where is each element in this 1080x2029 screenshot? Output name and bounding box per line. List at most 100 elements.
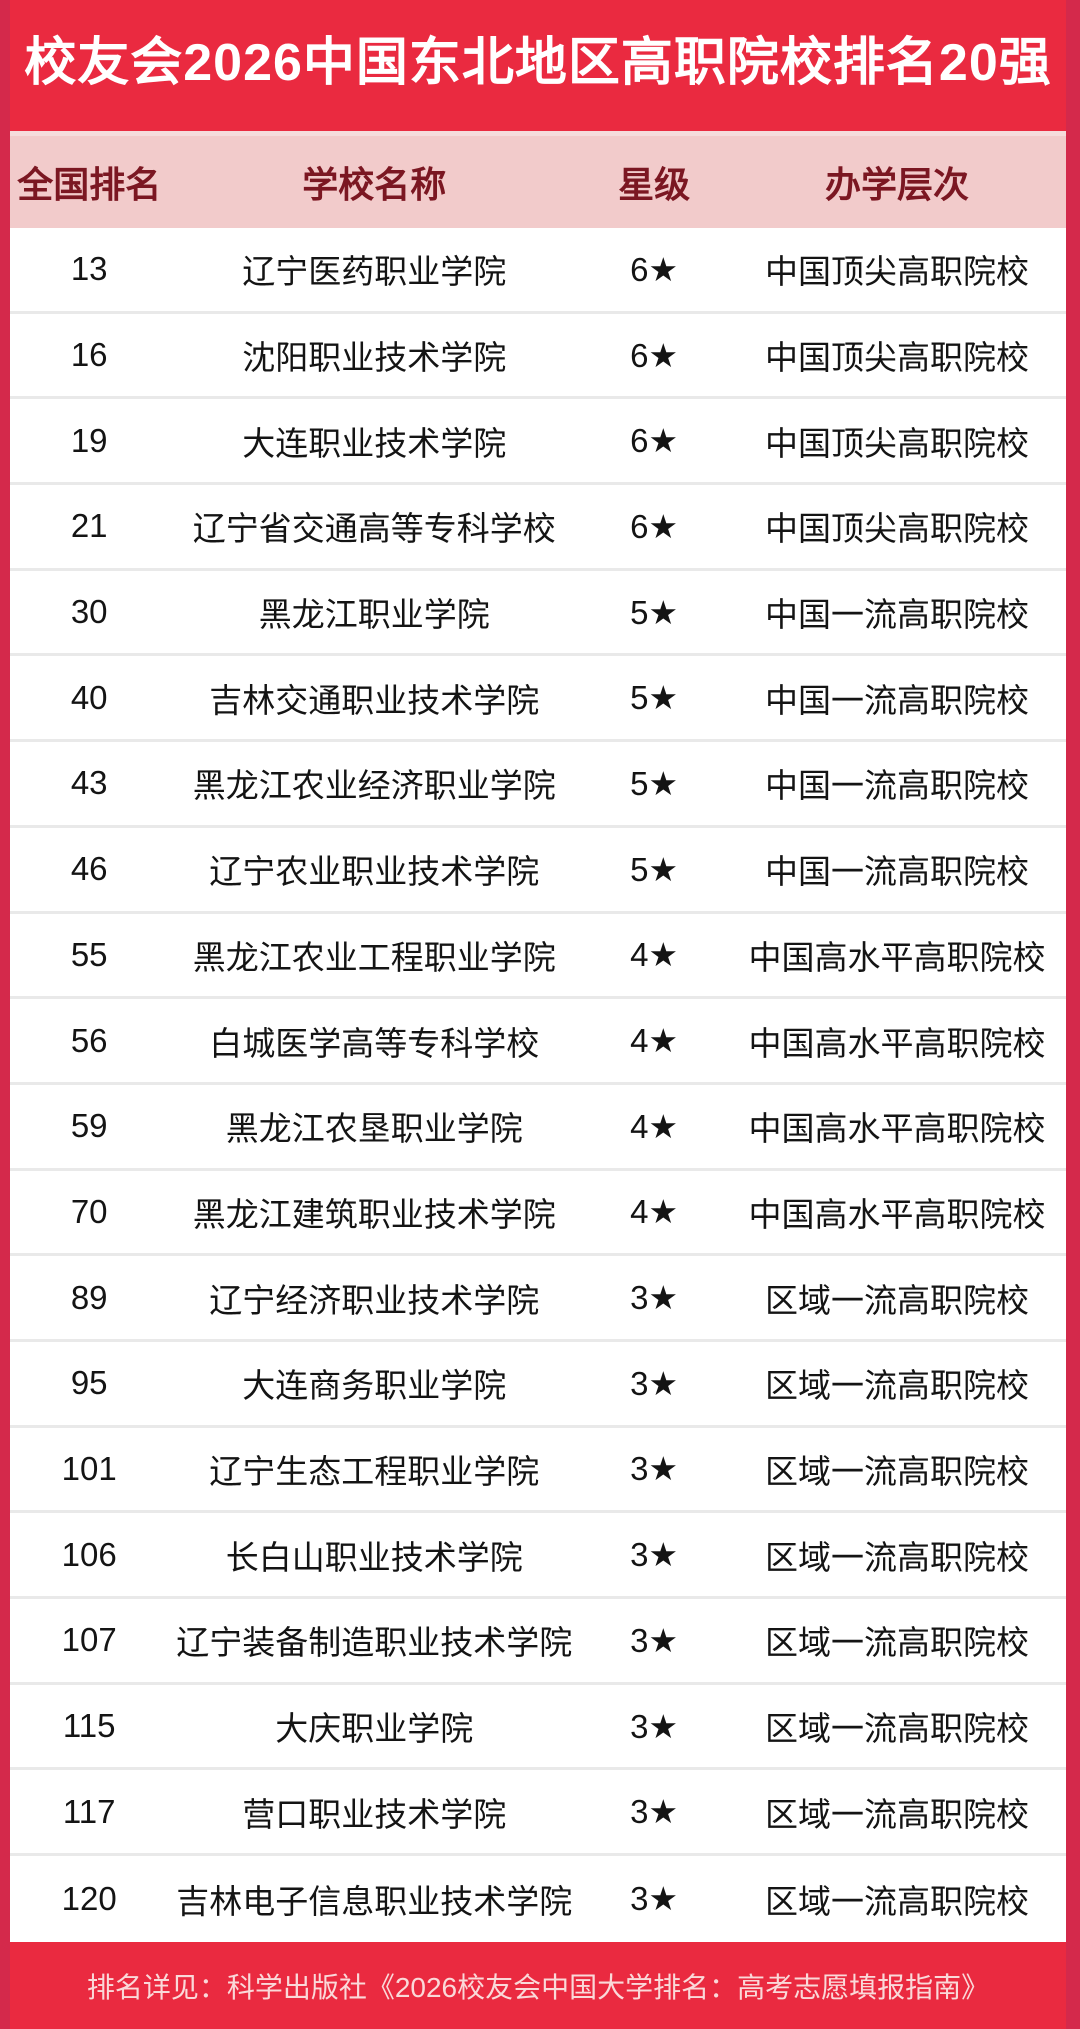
rank-cell: 70 xyxy=(70,1192,108,1230)
school-cell: 黑龙江农业经济职业学院 xyxy=(192,767,556,805)
star-cell: 6★ xyxy=(630,507,679,545)
table-row: 19 大连职业技术学院 6★ 中国顶尖高职院校 xyxy=(10,399,1066,486)
rank-cell: 117 xyxy=(62,1792,116,1830)
table-row: 40 吉林交通职业技术学院 5★ 中国一流高职院校 xyxy=(10,656,1066,743)
school-cell: 辽宁省交通高等专科学校 xyxy=(192,510,556,548)
level-cell: 中国高水平高职院校 xyxy=(748,1195,1046,1233)
star-cell: 5★ xyxy=(630,679,679,717)
table-row: 46 辽宁农业职业技术学院 5★ 中国一流高职院校 xyxy=(10,828,1066,914)
rank-cell: 95 xyxy=(70,1364,108,1402)
column-header-rank: 全国排名 xyxy=(17,164,162,205)
star-cell: 4★ xyxy=(630,936,679,974)
level-cell: 中国高水平高职院校 xyxy=(748,1110,1046,1148)
table-row: 55 黑龙江农业工程职业学院 4★ 中国高水平高职院校 xyxy=(10,914,1066,1000)
table-row: 59 黑龙江农垦职业学院 4★ 中国高水平高职院校 xyxy=(10,1085,1066,1171)
star-cell: 3★ xyxy=(630,1450,679,1488)
star-cell: 6★ xyxy=(630,336,679,374)
school-cell: 黑龙江农垦职业学院 xyxy=(225,1110,523,1148)
level-cell: 区域一流高职院校 xyxy=(765,1882,1029,1920)
rank-cell: 40 xyxy=(70,678,108,716)
level-cell: 中国一流高职院校 xyxy=(765,767,1029,805)
rank-cell: 89 xyxy=(70,1278,108,1316)
rank-cell: 56 xyxy=(70,1021,108,1059)
level-cell: 区域一流高职院校 xyxy=(765,1367,1029,1405)
level-cell: 中国顶尖高职院校 xyxy=(765,510,1029,548)
column-header-star: 星级 xyxy=(618,164,691,205)
footer-band: 排名详见：科学出版社《2026校友会中国大学排名：高考志愿填报指南》 xyxy=(10,1942,1066,2029)
level-cell: 中国一流高职院校 xyxy=(765,596,1029,634)
star-cell: 4★ xyxy=(630,1022,679,1060)
column-header-level: 办学层次 xyxy=(824,164,969,205)
level-cell: 中国顶尖高职院校 xyxy=(765,339,1029,377)
title-band: 校友会2026中国东北地区高职院校排名20强 xyxy=(10,0,1066,131)
table-row: 117 营口职业技术学院 3★ 区域一流高职院校 xyxy=(10,1770,1066,1857)
level-cell: 区域一流高职院校 xyxy=(765,1281,1029,1319)
table-row: 21 辽宁省交通高等专科学校 6★ 中国顶尖高职院校 xyxy=(10,485,1066,571)
table-row: 70 黑龙江建筑职业技术学院 4★ 中国高水平高职院校 xyxy=(10,1171,1066,1257)
page-title: 校友会2026中国东北地区高职院校排名20强 xyxy=(24,34,1052,92)
rank-cell: 43 xyxy=(70,764,108,802)
level-cell: 中国高水平高职院校 xyxy=(748,938,1046,976)
level-cell: 区域一流高职院校 xyxy=(765,1538,1029,1576)
level-cell: 区域一流高职院校 xyxy=(765,1710,1029,1748)
table-row: 120 吉林电子信息职业技术学院 3★ 区域一流高职院校 xyxy=(10,1856,1066,1942)
school-cell: 辽宁生态工程职业学院 xyxy=(209,1452,540,1490)
rank-cell: 59 xyxy=(70,1107,108,1145)
school-cell: 辽宁经济职业技术学院 xyxy=(209,1281,540,1319)
star-cell: 5★ xyxy=(630,850,679,888)
level-cell: 中国一流高职院校 xyxy=(765,853,1029,891)
level-cell: 中国顶尖高职院校 xyxy=(765,253,1029,291)
school-cell: 辽宁装备制造职业技术学院 xyxy=(176,1624,573,1662)
table-row: 43 黑龙江农业经济职业学院 5★ 中国一流高职院校 xyxy=(10,742,1066,828)
rank-cell: 19 xyxy=(70,421,108,459)
school-cell: 吉林交通职业技术学院 xyxy=(209,681,540,719)
school-cell: 辽宁医药职业学院 xyxy=(242,253,507,291)
school-cell: 营口职业技术学院 xyxy=(242,1795,507,1833)
level-cell: 区域一流高职院校 xyxy=(765,1795,1029,1833)
table-row: 30 黑龙江职业学院 5★ 中国一流高职院校 xyxy=(10,571,1066,657)
star-cell: 4★ xyxy=(630,1193,679,1231)
table-row: 95 大连商务职业学院 3★ 区域一流高职院校 xyxy=(10,1342,1066,1428)
level-cell: 中国顶尖高职院校 xyxy=(765,424,1029,462)
table-row: 16 沈阳职业技术学院 6★ 中国顶尖高职院校 xyxy=(10,314,1066,400)
level-cell: 中国一流高职院校 xyxy=(765,681,1029,719)
school-cell: 长白山职业技术学院 xyxy=(225,1538,523,1576)
star-cell: 3★ xyxy=(630,1536,679,1574)
school-cell: 白城医学高等专科学校 xyxy=(209,1024,540,1062)
star-cell: 6★ xyxy=(630,250,679,288)
star-cell: 6★ xyxy=(630,422,679,460)
school-cell: 黑龙江农业工程职业学院 xyxy=(192,938,556,976)
table-row: 89 辽宁经济职业技术学院 3★ 区域一流高职院校 xyxy=(10,1256,1066,1342)
rank-cell: 55 xyxy=(70,935,108,973)
school-cell: 大庆职业学院 xyxy=(275,1710,474,1748)
star-cell: 3★ xyxy=(630,1880,679,1918)
table-header: 全国排名 学校名称 星级 办学层次 xyxy=(10,131,1066,228)
table-row: 101 辽宁生态工程职业学院 3★ 区域一流高职院校 xyxy=(10,1428,1066,1514)
school-cell: 黑龙江建筑职业技术学院 xyxy=(192,1195,556,1233)
rank-cell: 120 xyxy=(61,1879,117,1917)
rank-cell: 16 xyxy=(70,336,108,374)
star-cell: 3★ xyxy=(630,1279,679,1317)
school-cell: 大连商务职业学院 xyxy=(242,1367,507,1405)
school-cell: 大连职业技术学院 xyxy=(242,424,507,462)
column-header-school: 学校名称 xyxy=(302,164,447,205)
rank-cell: 101 xyxy=(61,1449,117,1487)
footer-note: 排名详见：科学出版社《2026校友会中国大学排名：高考志愿填报指南》 xyxy=(86,1971,990,2003)
star-cell: 3★ xyxy=(630,1793,679,1831)
star-cell: 3★ xyxy=(630,1364,679,1402)
rank-cell: 13 xyxy=(70,250,108,288)
level-cell: 中国高水平高职院校 xyxy=(748,1024,1046,1062)
table-body: 13 辽宁医药职业学院 6★ 中国顶尖高职院校 16 沈阳职业技术学院 6★ 中… xyxy=(10,228,1066,1942)
school-cell: 辽宁农业职业技术学院 xyxy=(209,853,540,891)
table-row: 56 白城医学高等专科学校 4★ 中国高水平高职院校 xyxy=(10,999,1066,1085)
rank-cell: 46 xyxy=(70,850,108,888)
school-cell: 沈阳职业技术学院 xyxy=(242,339,507,377)
rank-cell: 30 xyxy=(70,593,108,631)
level-cell: 区域一流高职院校 xyxy=(765,1624,1029,1662)
rank-cell: 107 xyxy=(61,1621,117,1659)
table-row: 115 大庆职业学院 3★ 区域一流高职院校 xyxy=(10,1685,1066,1771)
school-cell: 黑龙江职业学院 xyxy=(258,596,490,634)
level-cell: 区域一流高职院校 xyxy=(765,1452,1029,1490)
star-cell: 5★ xyxy=(630,593,679,631)
